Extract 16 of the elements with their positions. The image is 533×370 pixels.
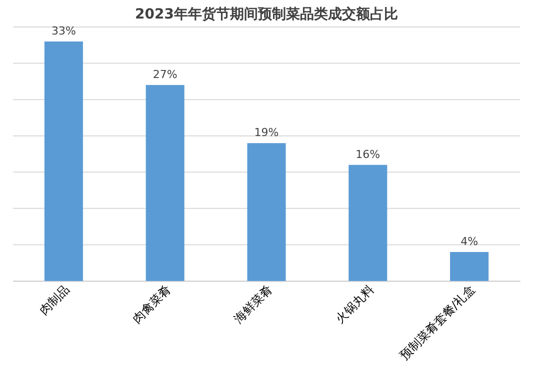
data-label: 27% [152, 68, 178, 82]
x-tick-label: 海鲜菜肴 [231, 282, 275, 326]
data-label: 4% [460, 234, 478, 248]
x-tick-label: 肉禽菜肴 [130, 282, 174, 326]
data-label: 33% [51, 24, 76, 38]
bar [450, 252, 489, 281]
bar [146, 85, 184, 281]
bar [348, 164, 388, 281]
bar [247, 143, 286, 281]
data-label: 16% [356, 148, 380, 161]
bar [44, 42, 83, 281]
x-tick-label: 肉制品 [36, 282, 72, 318]
chart-title: 2023年年货节期间预制菜品类成交额占比 [135, 6, 398, 23]
data-label: 19% [254, 126, 279, 140]
x-tick-label: 预制菜肴套餐/礼盒 [397, 282, 478, 363]
x-tick-label: 火锅丸料 [332, 282, 376, 326]
